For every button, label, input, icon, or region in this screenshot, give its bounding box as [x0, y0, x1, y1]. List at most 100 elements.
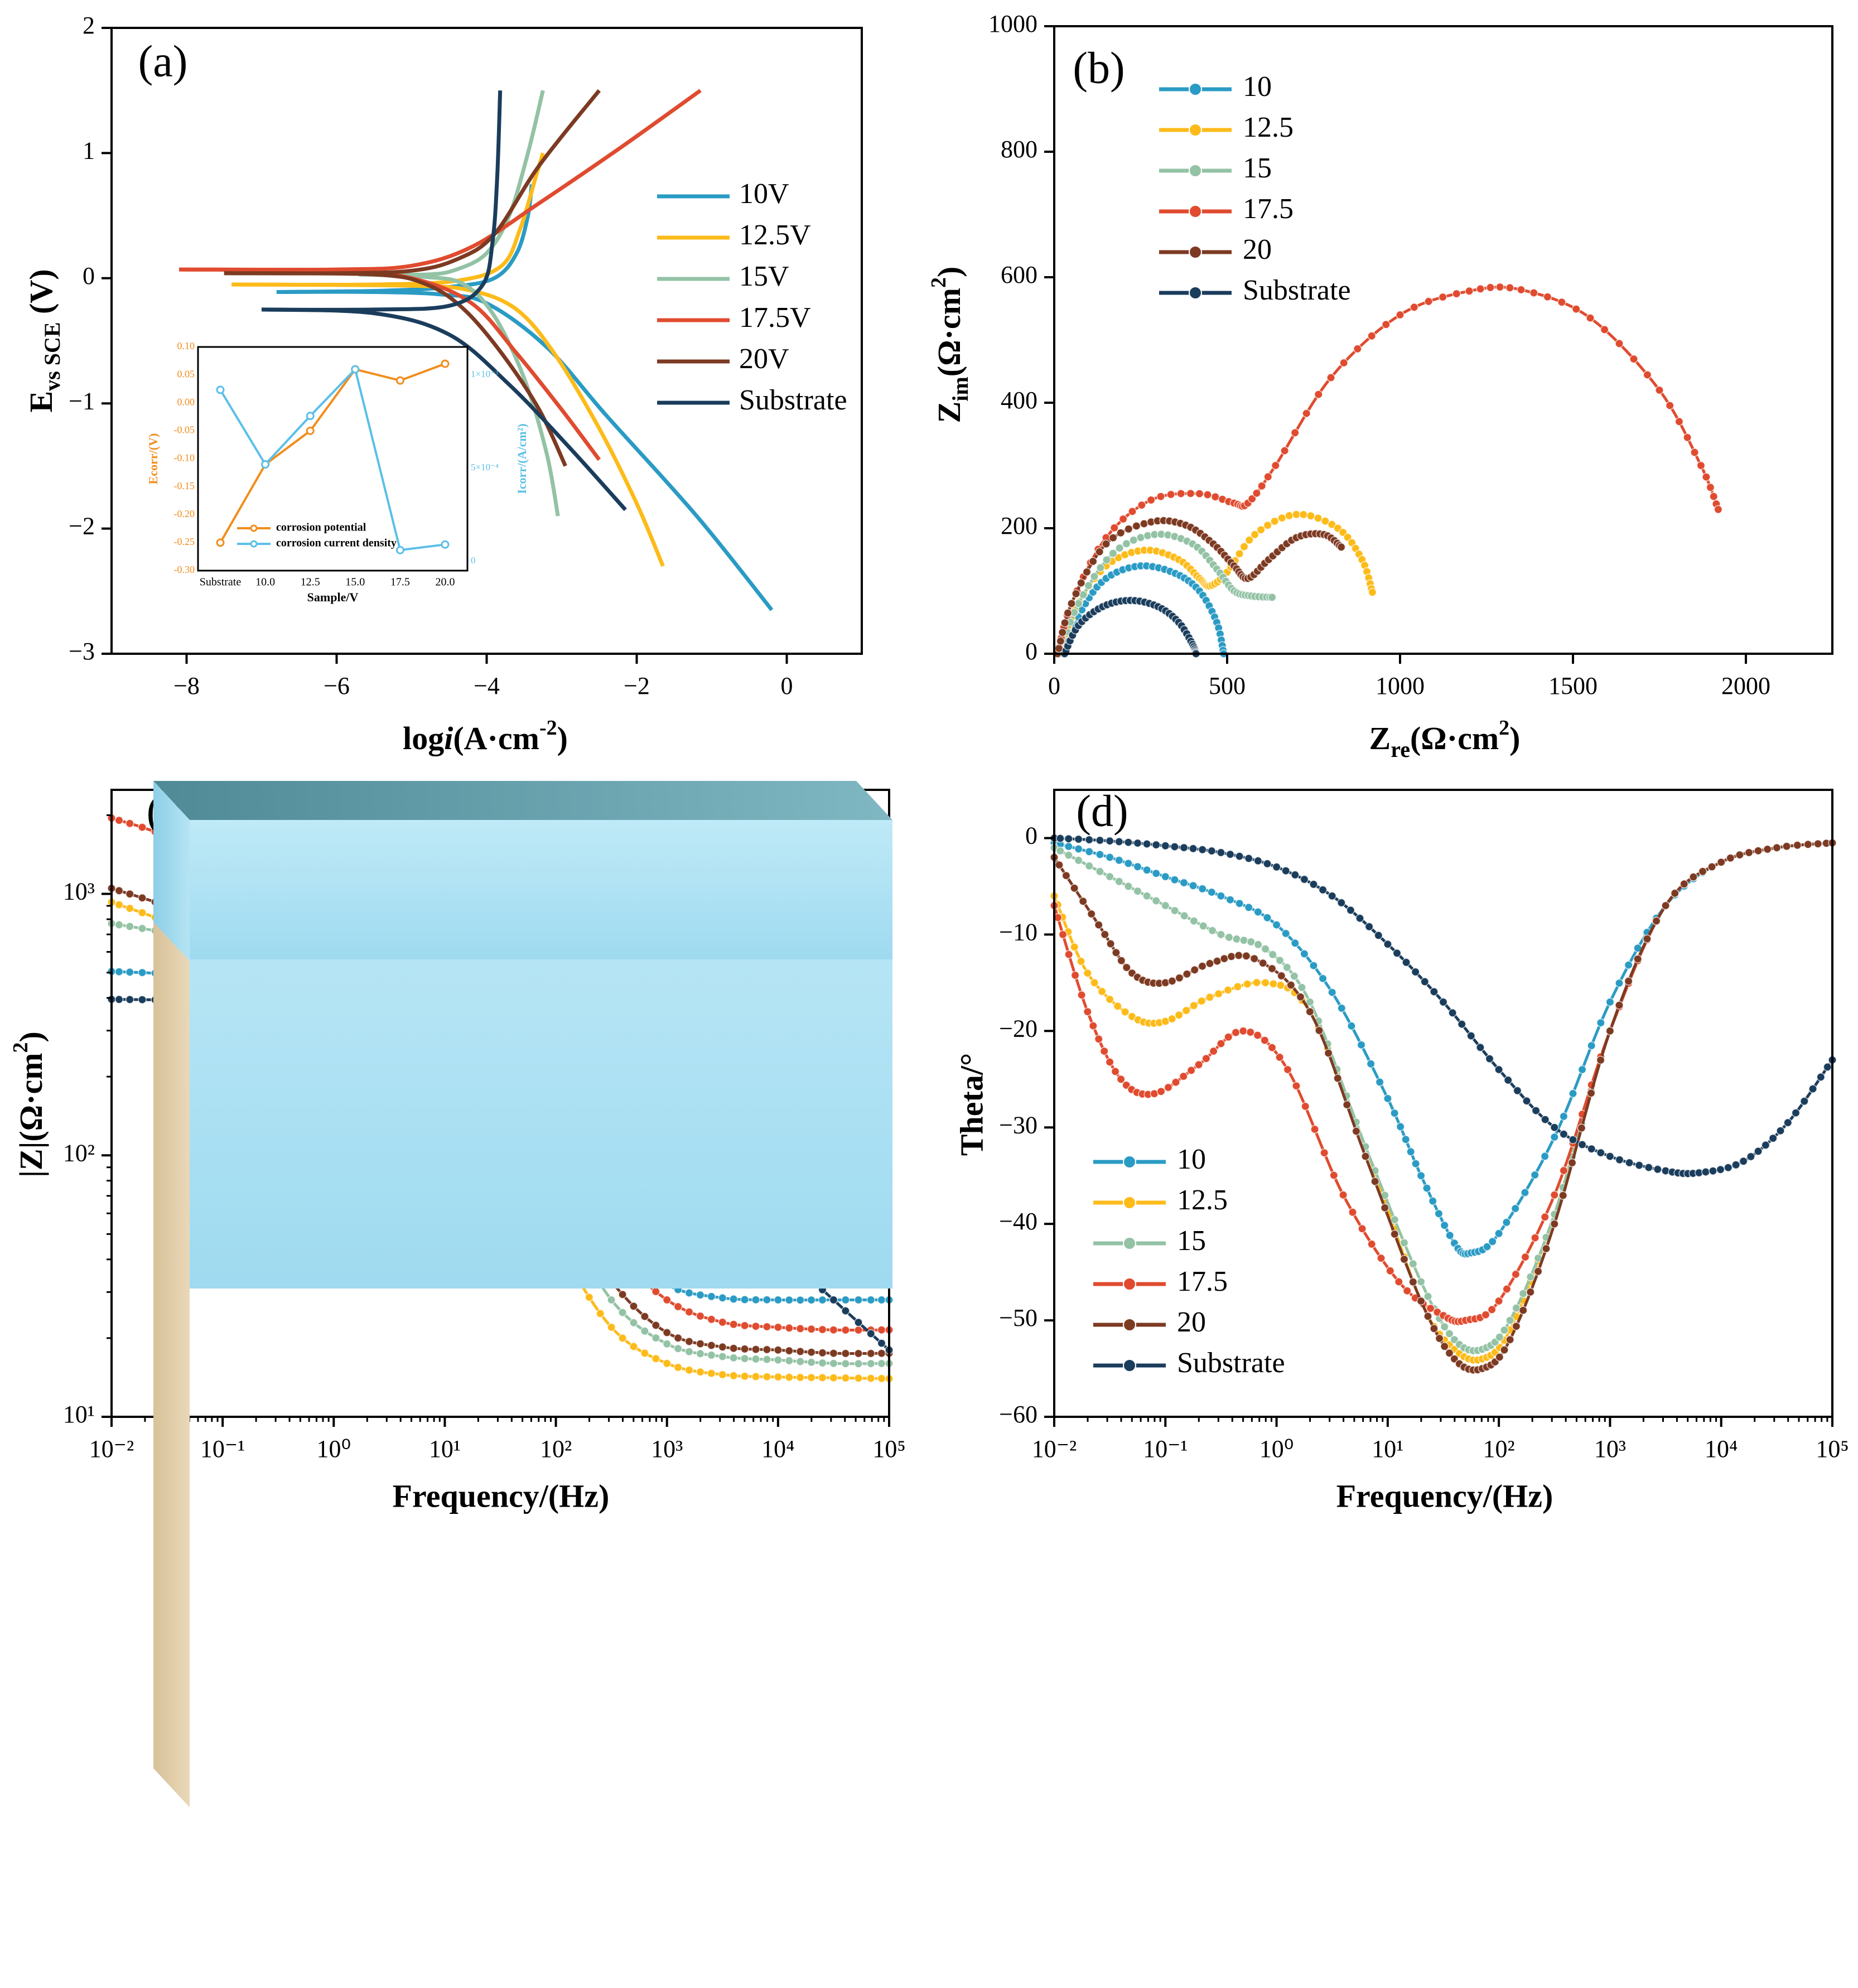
series-point: [1571, 305, 1581, 313]
series-point: [1208, 926, 1217, 935]
series-point: [1772, 843, 1782, 852]
series-point: [1064, 851, 1073, 860]
y-tick-label: 800: [1001, 136, 1037, 163]
series-point: [1291, 939, 1300, 948]
series-point: [1197, 996, 1207, 1006]
y-axis-title: |Z|(Ω·cm2): [9, 1031, 50, 1178]
series-line: [1053, 841, 1833, 1362]
series-point: [1095, 547, 1104, 556]
series-point: [1518, 1289, 1528, 1298]
series-point: [125, 995, 134, 1004]
series-point: [125, 904, 134, 913]
series-20V-anodic: [224, 89, 601, 276]
series-point: [1267, 593, 1277, 602]
x-tick-label: 10⁰: [1259, 1435, 1294, 1463]
x-tick-label: 10⁵: [872, 1435, 905, 1463]
series-point: [854, 1318, 863, 1327]
series-point: [1077, 957, 1085, 966]
series-point: [1142, 866, 1151, 875]
inset-y-tick-left: -0.05: [174, 424, 195, 436]
series-point: [729, 1344, 738, 1353]
series-point: [1189, 916, 1199, 925]
series-point: [1500, 1345, 1509, 1354]
series-point: [1102, 555, 1111, 564]
inset-y-tick-left: -0.10: [174, 452, 195, 464]
series-point: [1088, 557, 1098, 566]
series-point: [1526, 1287, 1535, 1297]
series-point: [1390, 1108, 1399, 1118]
series-point: [1744, 848, 1754, 857]
series-point: [1290, 972, 1299, 981]
series-point: [673, 1344, 683, 1353]
series-point: [1101, 930, 1109, 939]
series-Substrate: [1050, 833, 1837, 1178]
series-point: [1438, 292, 1447, 302]
series-point: [1615, 339, 1624, 348]
series-point: [1540, 1152, 1550, 1161]
series-point: [1077, 578, 1085, 587]
series-point: [1314, 514, 1323, 523]
series-point: [1235, 899, 1244, 908]
series-point: [1190, 966, 1199, 974]
series-point: [1803, 840, 1813, 849]
series-point: [1067, 599, 1076, 608]
inset-point: [306, 412, 315, 421]
legend-label: 10V: [739, 178, 789, 210]
series-point: [138, 908, 147, 918]
series-point: [1205, 959, 1214, 968]
series-point: [1290, 428, 1300, 437]
series-point: [1244, 535, 1254, 544]
series-point: [1587, 1041, 1596, 1050]
y-tick-label: −30: [999, 1111, 1037, 1138]
legend-label: 10: [1177, 1143, 1206, 1175]
series-point: [1247, 937, 1256, 947]
series-point: [673, 1363, 683, 1372]
series-point: [1133, 862, 1142, 871]
series-point: [1277, 971, 1286, 981]
legend-label: 15: [1243, 152, 1272, 184]
series-point: [1382, 320, 1391, 329]
series-point: [1445, 1329, 1454, 1338]
label-part: ): [557, 720, 568, 756]
series-point: [1217, 891, 1225, 900]
series-point: [1267, 964, 1277, 973]
x-tick-label: 10⁵: [1816, 1435, 1849, 1463]
series-point: [795, 1357, 805, 1366]
x-tick-label: 500: [1209, 672, 1246, 699]
series-point: [1377, 1253, 1386, 1263]
series-point: [1521, 1252, 1530, 1262]
series-point: [138, 995, 147, 1004]
label-part: re: [1391, 737, 1410, 762]
legend-marker: [1189, 205, 1202, 218]
series-point: [1422, 1184, 1431, 1193]
y-tick-label: 10³: [63, 878, 95, 905]
series-point: [1714, 505, 1723, 514]
series-point: [1122, 963, 1131, 972]
series-point: [1494, 1065, 1503, 1074]
series-point: [1406, 1147, 1415, 1156]
series-point: [607, 1323, 616, 1332]
series-point: [1569, 1135, 1577, 1145]
series-point: [1353, 344, 1362, 354]
series-point: [1328, 891, 1336, 900]
y-tick-label: −50: [999, 1304, 1037, 1331]
series-point: [1205, 993, 1214, 1002]
x-axis-title: logi(A·cm-2): [403, 716, 568, 757]
series-point: [1300, 949, 1309, 958]
inset-x-tick: 12.5: [301, 576, 320, 588]
series-point: [1655, 385, 1664, 395]
series-point: [1511, 1270, 1521, 1279]
series-point: [1084, 861, 1094, 871]
series-15: [1050, 838, 1837, 1355]
series-point: [1203, 490, 1212, 499]
series-point: [877, 1295, 886, 1305]
series-point: [1793, 841, 1802, 850]
series-point: [1696, 461, 1706, 470]
series-20: [1050, 838, 1837, 1374]
series-point: [651, 1354, 660, 1363]
series-point: [818, 1373, 827, 1382]
inset-x-tick: 20.0: [436, 576, 455, 588]
series-point: [1706, 483, 1715, 492]
series-point: [1735, 850, 1744, 860]
series-point: [1716, 1165, 1725, 1174]
